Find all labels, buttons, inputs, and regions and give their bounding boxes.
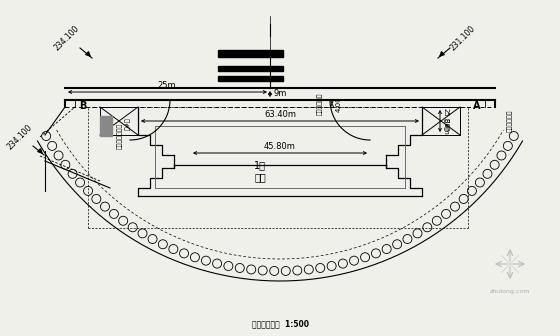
Text: 1楼
住宅: 1楼 住宅 xyxy=(254,160,266,182)
Text: 25.80m: 25.80m xyxy=(443,108,449,134)
Text: 非机动车出入口: 非机动车出入口 xyxy=(117,123,123,149)
Text: B: B xyxy=(79,101,86,111)
Text: 一#楼: 一#楼 xyxy=(125,118,131,130)
Text: 9m: 9m xyxy=(273,89,286,98)
Text: 234.100: 234.100 xyxy=(6,123,34,151)
Text: 45.80m: 45.80m xyxy=(264,142,296,151)
Bar xyxy=(218,76,283,81)
Bar xyxy=(100,116,112,136)
Text: 63.40m: 63.40m xyxy=(264,110,296,119)
Text: 一#楼: 一#楼 xyxy=(445,118,451,130)
Text: 地下车库入口: 地下车库入口 xyxy=(507,110,513,132)
Text: 25m: 25m xyxy=(158,81,176,90)
Text: 231.100: 231.100 xyxy=(449,24,477,52)
Text: 4.00: 4.00 xyxy=(336,96,342,112)
Bar xyxy=(218,66,283,71)
Text: 234.100: 234.100 xyxy=(53,24,81,52)
Text: 建筑总平面图  1:500: 建筑总平面图 1:500 xyxy=(251,319,309,328)
Bar xyxy=(218,50,283,57)
Text: zhulong.com: zhulong.com xyxy=(490,289,530,294)
Text: A: A xyxy=(473,101,480,111)
Text: 地下车库入口: 地下车库入口 xyxy=(317,93,323,115)
